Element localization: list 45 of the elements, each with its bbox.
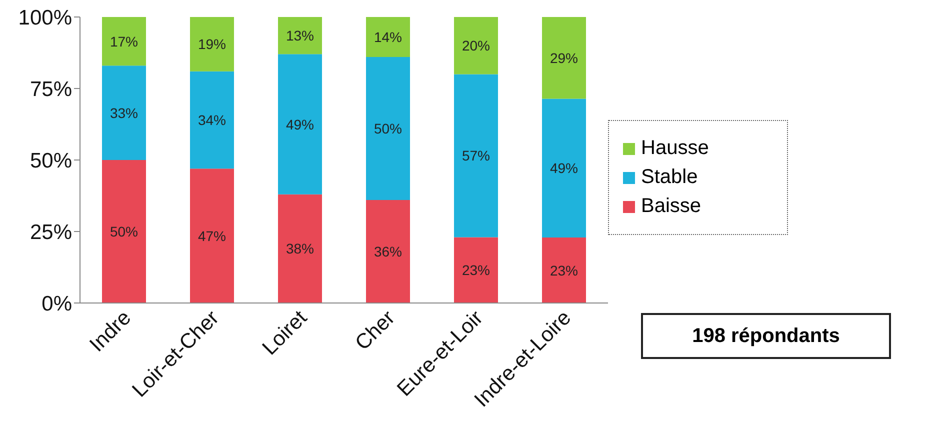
bar xyxy=(366,17,410,58)
text: 198 répondants xyxy=(641,313,891,359)
data-label: 29% xyxy=(550,50,578,66)
data-label: 34% xyxy=(198,112,226,128)
data-label: 19% xyxy=(198,36,226,52)
data-label: 49% xyxy=(286,116,314,132)
bar xyxy=(190,168,234,303)
legend-label: Stable xyxy=(641,166,698,189)
data-label: 33% xyxy=(110,104,138,121)
data-label: 23% xyxy=(462,262,490,278)
y-tick-label: 50% xyxy=(30,149,72,172)
bar xyxy=(278,17,322,54)
bar xyxy=(190,17,234,72)
data-label: 36% xyxy=(374,244,402,260)
data-label: 20% xyxy=(462,38,490,54)
data-label: 50% xyxy=(374,120,402,137)
bar xyxy=(190,71,234,169)
data-label: 13% xyxy=(286,28,314,44)
data-label: 50% xyxy=(110,224,138,240)
y-tick-label: 75% xyxy=(30,78,72,101)
bar xyxy=(366,200,410,303)
data-label: 23% xyxy=(550,262,578,278)
bar xyxy=(102,160,146,303)
bar xyxy=(366,57,410,200)
bar xyxy=(542,17,586,99)
data-label: 47% xyxy=(198,228,226,244)
data-label: 38% xyxy=(286,240,314,257)
legend-label: Hausse xyxy=(641,137,709,160)
bar xyxy=(278,194,322,303)
bar xyxy=(542,238,586,303)
y-tick-label: 0% xyxy=(42,292,72,316)
bar xyxy=(102,66,146,160)
legend-label: Baisse xyxy=(641,195,702,218)
data-label: 14% xyxy=(374,29,402,46)
y-tick-label: 25% xyxy=(30,220,72,244)
data-label: 49% xyxy=(550,160,578,176)
bar xyxy=(454,74,498,238)
bar xyxy=(542,98,586,238)
bar xyxy=(454,17,498,74)
data-label: 17% xyxy=(110,33,138,50)
y-tick-label: 100% xyxy=(18,6,72,30)
bar xyxy=(102,17,146,66)
data-label: 57% xyxy=(462,148,490,164)
bar xyxy=(278,54,322,194)
bar xyxy=(454,237,498,303)
